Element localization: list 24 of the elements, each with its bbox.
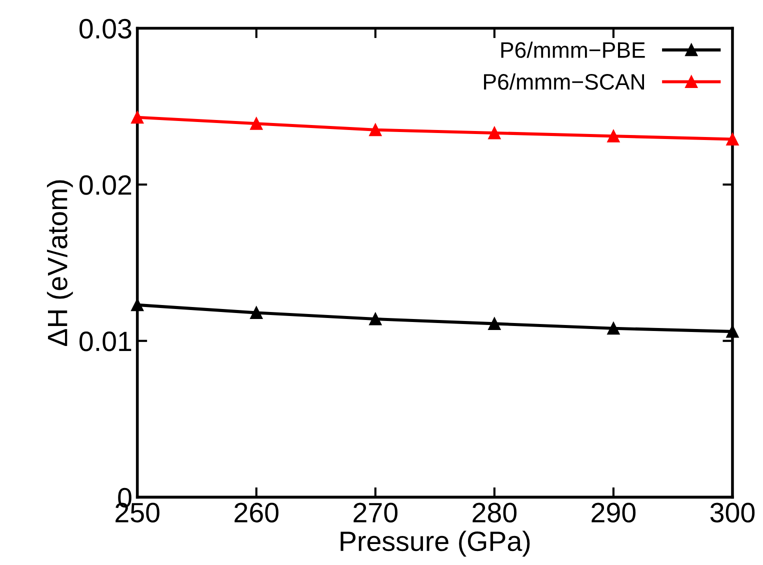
y-tick-label: 0.02	[80, 175, 132, 195]
point	[726, 132, 739, 146]
point	[131, 111, 144, 124]
point	[131, 298, 144, 312]
point	[726, 325, 739, 338]
point	[369, 312, 382, 326]
point	[369, 124, 382, 136]
x-tick-label: 270	[354, 502, 398, 522]
y-axis-title: ΔH (eV/atom)	[46, 180, 73, 346]
point	[607, 322, 620, 335]
x-tick-label: 260	[234, 502, 278, 522]
x-tick-label: 300	[710, 502, 755, 522]
y-tick-label: 0.01	[80, 332, 132, 352]
point	[250, 117, 263, 130]
point	[250, 306, 263, 319]
legend-label: P6/mmm−PBE	[501, 42, 645, 58]
point	[607, 130, 620, 142]
x-tick-label: 290	[592, 502, 636, 522]
point	[488, 126, 501, 140]
y-tick-label: 0.03	[80, 18, 132, 39]
x-tick-label: 280	[472, 502, 517, 522]
x-axis-title: Pressure (GPa)	[340, 530, 530, 557]
legend-label: P6/mmm−SCAN	[484, 73, 644, 90]
point	[488, 317, 501, 330]
